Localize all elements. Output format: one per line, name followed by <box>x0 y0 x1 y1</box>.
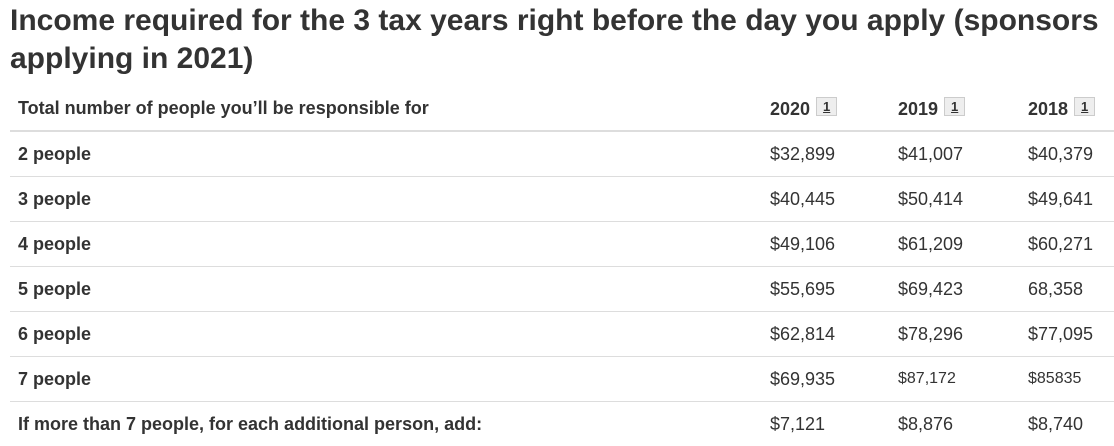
income-table: Total number of people you’ll be respons… <box>10 86 1114 446</box>
income-cell: $55,695 <box>762 267 890 312</box>
income-cell: $40,445 <box>762 177 890 222</box>
income-cell: $85835 <box>1020 357 1114 402</box>
row-label: 4 people <box>10 222 762 267</box>
income-cell: $61,209 <box>890 222 1020 267</box>
income-cell: $62,814 <box>762 312 890 357</box>
income-cell: $69,935 <box>762 357 890 402</box>
table-row: 4 people$49,106$61,209$60,271 <box>10 222 1114 267</box>
page-title: Income required for the 3 tax years righ… <box>0 0 1110 78</box>
header-row: Total number of people you’ll be respons… <box>10 86 1114 131</box>
row-label: 3 people <box>10 177 762 222</box>
row-label: 5 people <box>10 267 762 312</box>
footnote-link[interactable]: 1 <box>944 97 965 116</box>
table-row: 6 people$62,814$78,296$77,095 <box>10 312 1114 357</box>
column-label: Total number of people you’ll be respons… <box>18 98 429 118</box>
table-row: 2 people$32,899$41,007$40,379 <box>10 131 1114 177</box>
column-header: 2019 1 <box>890 86 1020 131</box>
table-row: 7 people$69,935$87,172$85835 <box>10 357 1114 402</box>
income-cell: $8,740 <box>1020 402 1114 446</box>
income-cell: $78,296 <box>890 312 1020 357</box>
column-header: Total number of people you’ll be respons… <box>10 86 762 131</box>
row-label: If more than 7 people, for each addition… <box>10 402 762 446</box>
income-cell: $41,007 <box>890 131 1020 177</box>
table-row: If more than 7 people, for each addition… <box>10 402 1114 446</box>
income-cell: $49,106 <box>762 222 890 267</box>
table-row: 3 people$40,445$50,414$49,641 <box>10 177 1114 222</box>
income-cell: $49,641 <box>1020 177 1114 222</box>
row-label: 6 people <box>10 312 762 357</box>
income-cell: $40,379 <box>1020 131 1114 177</box>
column-header: 2018 1 <box>1020 86 1114 131</box>
column-label: 2019 <box>898 99 938 119</box>
row-label: 2 people <box>10 131 762 177</box>
income-cell: $87,172 <box>890 357 1020 402</box>
table-head: Total number of people you’ll be respons… <box>10 86 1114 131</box>
income-cell: $69,423 <box>890 267 1020 312</box>
row-label: 7 people <box>10 357 762 402</box>
income-cell: $50,414 <box>890 177 1020 222</box>
income-cell: $60,271 <box>1020 222 1114 267</box>
column-header: 2020 1 <box>762 86 890 131</box>
income-cell: $7,121 <box>762 402 890 446</box>
column-label: 2018 <box>1028 99 1068 119</box>
footnote-link[interactable]: 1 <box>1074 97 1095 116</box>
column-label: 2020 <box>770 99 810 119</box>
income-cell: $32,899 <box>762 131 890 177</box>
footnote-link[interactable]: 1 <box>816 97 837 116</box>
income-cell: 68,358 <box>1020 267 1114 312</box>
income-cell: $77,095 <box>1020 312 1114 357</box>
income-cell: $8,876 <box>890 402 1020 446</box>
